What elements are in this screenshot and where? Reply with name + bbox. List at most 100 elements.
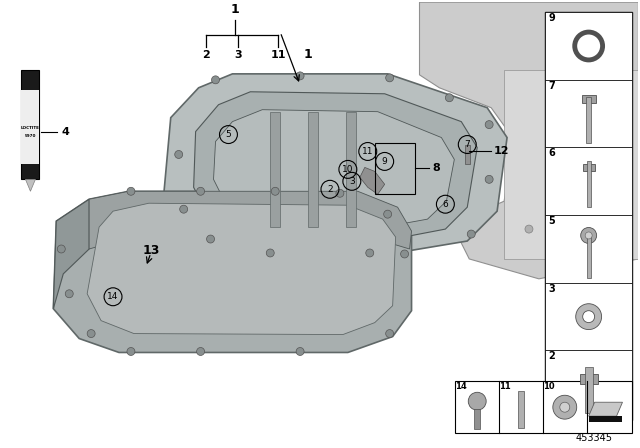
Polygon shape — [360, 168, 385, 194]
Bar — [22, 70, 40, 179]
Circle shape — [576, 304, 602, 330]
Bar — [545, 147, 632, 215]
Text: 5: 5 — [225, 130, 231, 139]
Bar — [587, 234, 591, 278]
Polygon shape — [504, 70, 639, 259]
Circle shape — [336, 190, 344, 197]
Polygon shape — [589, 402, 623, 416]
Text: 9: 9 — [548, 13, 556, 23]
Text: 7: 7 — [548, 81, 556, 91]
Circle shape — [296, 72, 304, 80]
Circle shape — [525, 225, 533, 233]
Text: 2: 2 — [548, 351, 556, 362]
Circle shape — [553, 395, 577, 419]
Text: 11: 11 — [362, 147, 374, 156]
Circle shape — [384, 210, 392, 218]
Polygon shape — [164, 74, 507, 256]
Text: 1: 1 — [231, 3, 240, 16]
Text: 10: 10 — [342, 165, 354, 174]
Circle shape — [271, 187, 279, 195]
Text: 14: 14 — [108, 292, 118, 301]
Bar — [589, 416, 623, 422]
Polygon shape — [26, 179, 35, 191]
Circle shape — [467, 230, 476, 238]
Circle shape — [585, 230, 593, 238]
Polygon shape — [582, 164, 595, 172]
Polygon shape — [87, 203, 396, 335]
Circle shape — [468, 392, 486, 410]
Circle shape — [196, 348, 205, 355]
Bar — [455, 381, 632, 433]
Bar — [586, 97, 591, 142]
Bar — [545, 80, 632, 147]
Circle shape — [207, 235, 214, 243]
Polygon shape — [194, 92, 477, 242]
Bar — [375, 142, 415, 194]
Text: 8: 8 — [433, 164, 440, 173]
Text: 2: 2 — [327, 185, 333, 194]
Text: LOCTITE: LOCTITE — [21, 125, 40, 129]
Bar — [22, 90, 40, 164]
Text: 1: 1 — [304, 48, 312, 61]
Bar — [585, 367, 593, 413]
Text: 11: 11 — [499, 382, 511, 391]
Circle shape — [386, 74, 394, 82]
Circle shape — [575, 84, 582, 92]
Circle shape — [560, 402, 570, 412]
Circle shape — [58, 245, 65, 253]
Circle shape — [87, 330, 95, 337]
Circle shape — [582, 310, 595, 323]
Circle shape — [555, 235, 563, 243]
Text: 14: 14 — [456, 382, 467, 391]
Bar — [545, 350, 632, 418]
Bar — [465, 145, 470, 164]
Circle shape — [296, 348, 304, 355]
Polygon shape — [308, 112, 318, 227]
Circle shape — [366, 249, 374, 257]
Polygon shape — [214, 110, 454, 229]
Polygon shape — [419, 2, 639, 279]
Circle shape — [175, 151, 182, 159]
Text: 6: 6 — [548, 148, 556, 159]
Circle shape — [485, 121, 493, 129]
Text: 7: 7 — [465, 140, 470, 149]
Circle shape — [212, 76, 220, 84]
Circle shape — [65, 290, 73, 298]
Circle shape — [620, 185, 627, 193]
Text: 2: 2 — [202, 50, 209, 60]
Circle shape — [266, 249, 274, 257]
Circle shape — [127, 348, 135, 355]
Text: 11: 11 — [271, 50, 286, 60]
Bar — [545, 283, 632, 350]
Polygon shape — [99, 274, 358, 281]
Polygon shape — [53, 191, 412, 353]
Circle shape — [605, 215, 612, 223]
Text: 10: 10 — [543, 382, 555, 391]
Circle shape — [127, 187, 135, 195]
Circle shape — [386, 330, 394, 337]
Bar — [518, 391, 524, 428]
Text: 4: 4 — [61, 127, 69, 137]
Circle shape — [401, 250, 408, 258]
Circle shape — [609, 125, 618, 134]
Bar — [545, 12, 632, 80]
Polygon shape — [99, 257, 358, 264]
Polygon shape — [89, 191, 412, 249]
Circle shape — [585, 232, 592, 239]
Bar — [587, 161, 591, 207]
Circle shape — [580, 228, 596, 243]
Circle shape — [485, 175, 493, 183]
Circle shape — [196, 187, 205, 195]
Text: 12: 12 — [494, 146, 509, 156]
Text: 5970: 5970 — [25, 134, 36, 138]
Text: 3: 3 — [235, 50, 242, 60]
Polygon shape — [346, 112, 356, 227]
Text: 3: 3 — [548, 284, 556, 294]
Polygon shape — [580, 374, 598, 384]
Bar — [474, 409, 480, 429]
Polygon shape — [99, 240, 358, 247]
Circle shape — [595, 101, 603, 109]
Text: 13: 13 — [142, 245, 159, 258]
Bar — [545, 215, 632, 283]
Polygon shape — [582, 95, 596, 103]
